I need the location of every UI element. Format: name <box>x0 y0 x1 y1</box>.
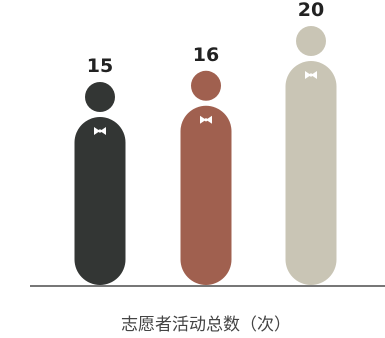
bar-head <box>296 26 326 56</box>
x-axis-title: 志愿者活动总数（次） <box>121 315 291 335</box>
person-bar-1: 15 <box>74 55 126 285</box>
bar-body <box>180 105 232 285</box>
value-label: 15 <box>87 55 113 77</box>
bar-head <box>85 82 115 112</box>
value-label: 16 <box>193 44 219 66</box>
bar-body <box>74 117 126 285</box>
person-bar-2: 16 <box>180 44 232 285</box>
bow-tie-knot <box>204 118 208 122</box>
bow-tie-knot <box>98 129 102 133</box>
bar-body <box>285 61 337 285</box>
bow-tie-knot <box>309 73 313 77</box>
bar-head <box>191 70 221 101</box>
bars-layer: 15 16 20 <box>74 0 337 285</box>
person-bar-3: 20 <box>285 0 337 285</box>
value-label: 20 <box>298 0 324 21</box>
